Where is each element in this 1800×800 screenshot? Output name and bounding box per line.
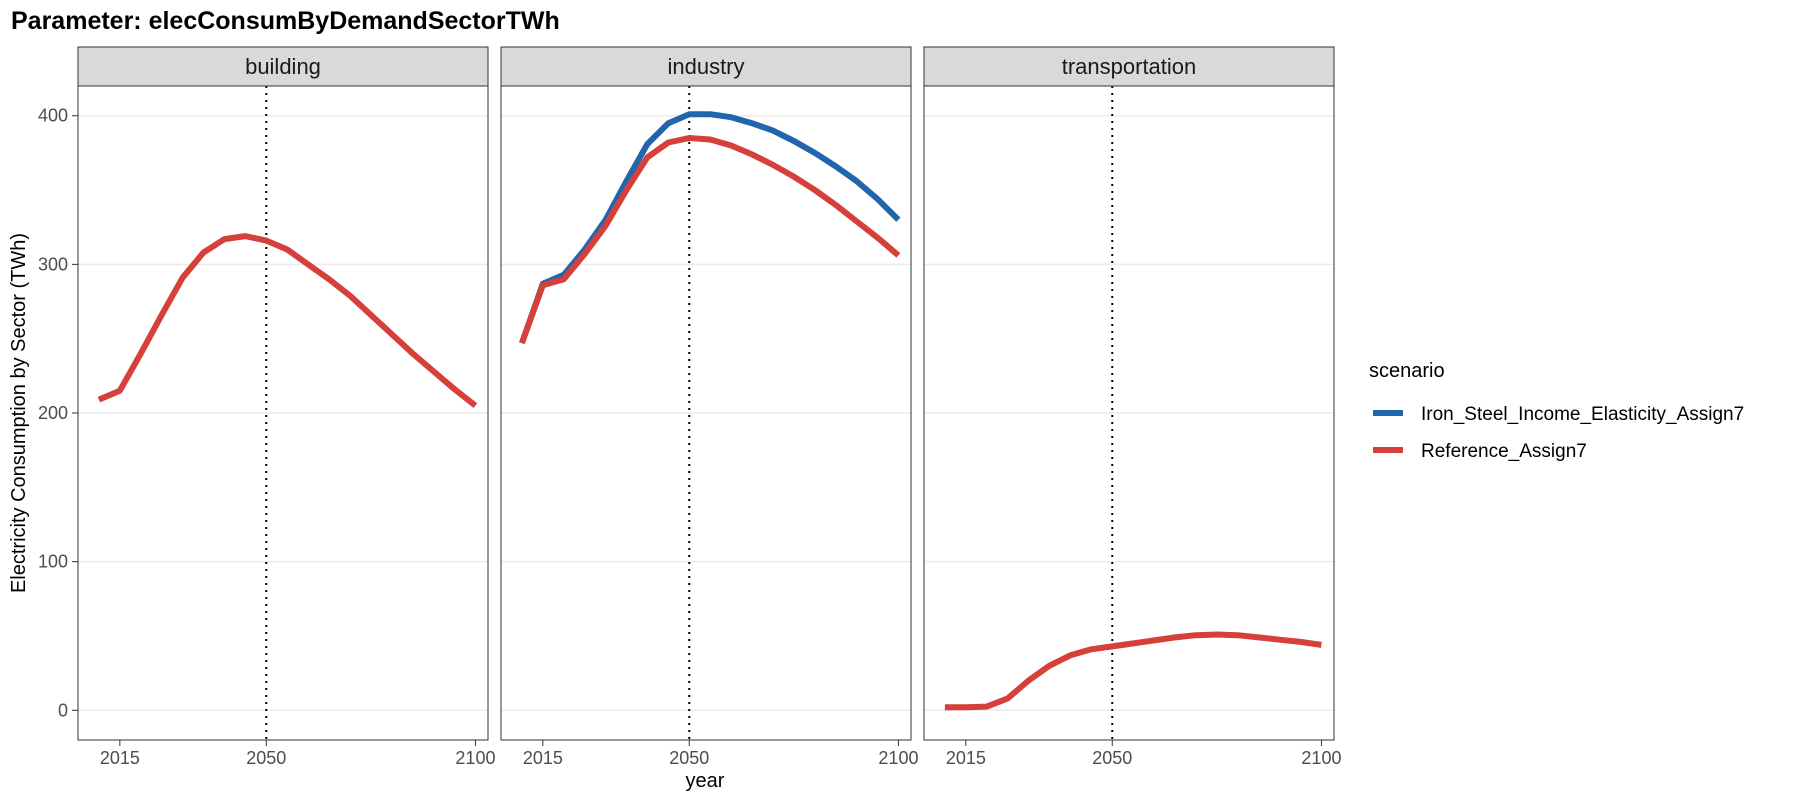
y-axis-title: Electricity Consumption by Sector (TWh) <box>8 233 30 593</box>
series-line-Reference_Assign7 <box>97 233 478 408</box>
legend-label: Reference_Assign7 <box>1421 441 1587 462</box>
x-axis-title: year <box>686 770 725 792</box>
series-line-Reference_Assign7 <box>519 135 901 345</box>
x-tick-label: 2050 <box>669 748 709 768</box>
legend-entries: Iron_Steel_Income_Elasticity_Assign7 Refe… <box>1373 404 1744 462</box>
x-tick-label: 2050 <box>1092 748 1132 768</box>
y-axis: 0 100 200 300 400 <box>38 106 78 720</box>
x-tick-label: 2100 <box>455 748 495 768</box>
facet-strip <box>923 46 1335 87</box>
x-tick-label: 2050 <box>246 748 286 768</box>
facet-panel-building: building 2015 2050 2100 <box>77 46 495 768</box>
facet-panel-industry: industry 2015 2050 2100 <box>500 46 918 768</box>
legend-title: scenario <box>1369 360 1445 382</box>
facet-strip-label: building <box>245 54 321 79</box>
facet-panels: building 2015 2050 2100 industry 2015 2050 2100… <box>77 46 1341 768</box>
y-tick-label: 0 <box>58 700 68 720</box>
y-tick-label: 400 <box>38 106 68 126</box>
legend-label: Iron_Steel_Income_Elasticity_Assign7 <box>1421 404 1744 425</box>
y-tick-label: 100 <box>38 552 68 572</box>
panel-border <box>923 85 1335 741</box>
facet-strip-label: transportation <box>1062 54 1197 79</box>
facet-panel-transportation: transportation 2015 2050 2100 <box>923 46 1341 768</box>
x-tick-label: 2100 <box>878 748 918 768</box>
legend: scenario Iron_Steel_Income_Elasticity_As… <box>1369 360 1744 462</box>
series-line-Reference_Assign7 <box>944 631 1322 711</box>
facet-strip <box>77 46 489 87</box>
x-tick-label: 2015 <box>523 748 563 768</box>
facet-strip-label: industry <box>667 54 744 79</box>
x-tick-label: 2015 <box>100 748 140 768</box>
panel-border <box>500 85 912 741</box>
y-tick-label: 200 <box>38 403 68 423</box>
x-tick-label: 2100 <box>1301 748 1341 768</box>
y-tick-label: 300 <box>38 254 68 274</box>
chart-title: Parameter: elecConsumByDemandSectorTWh <box>11 7 560 35</box>
x-tick-label: 2015 <box>946 748 986 768</box>
